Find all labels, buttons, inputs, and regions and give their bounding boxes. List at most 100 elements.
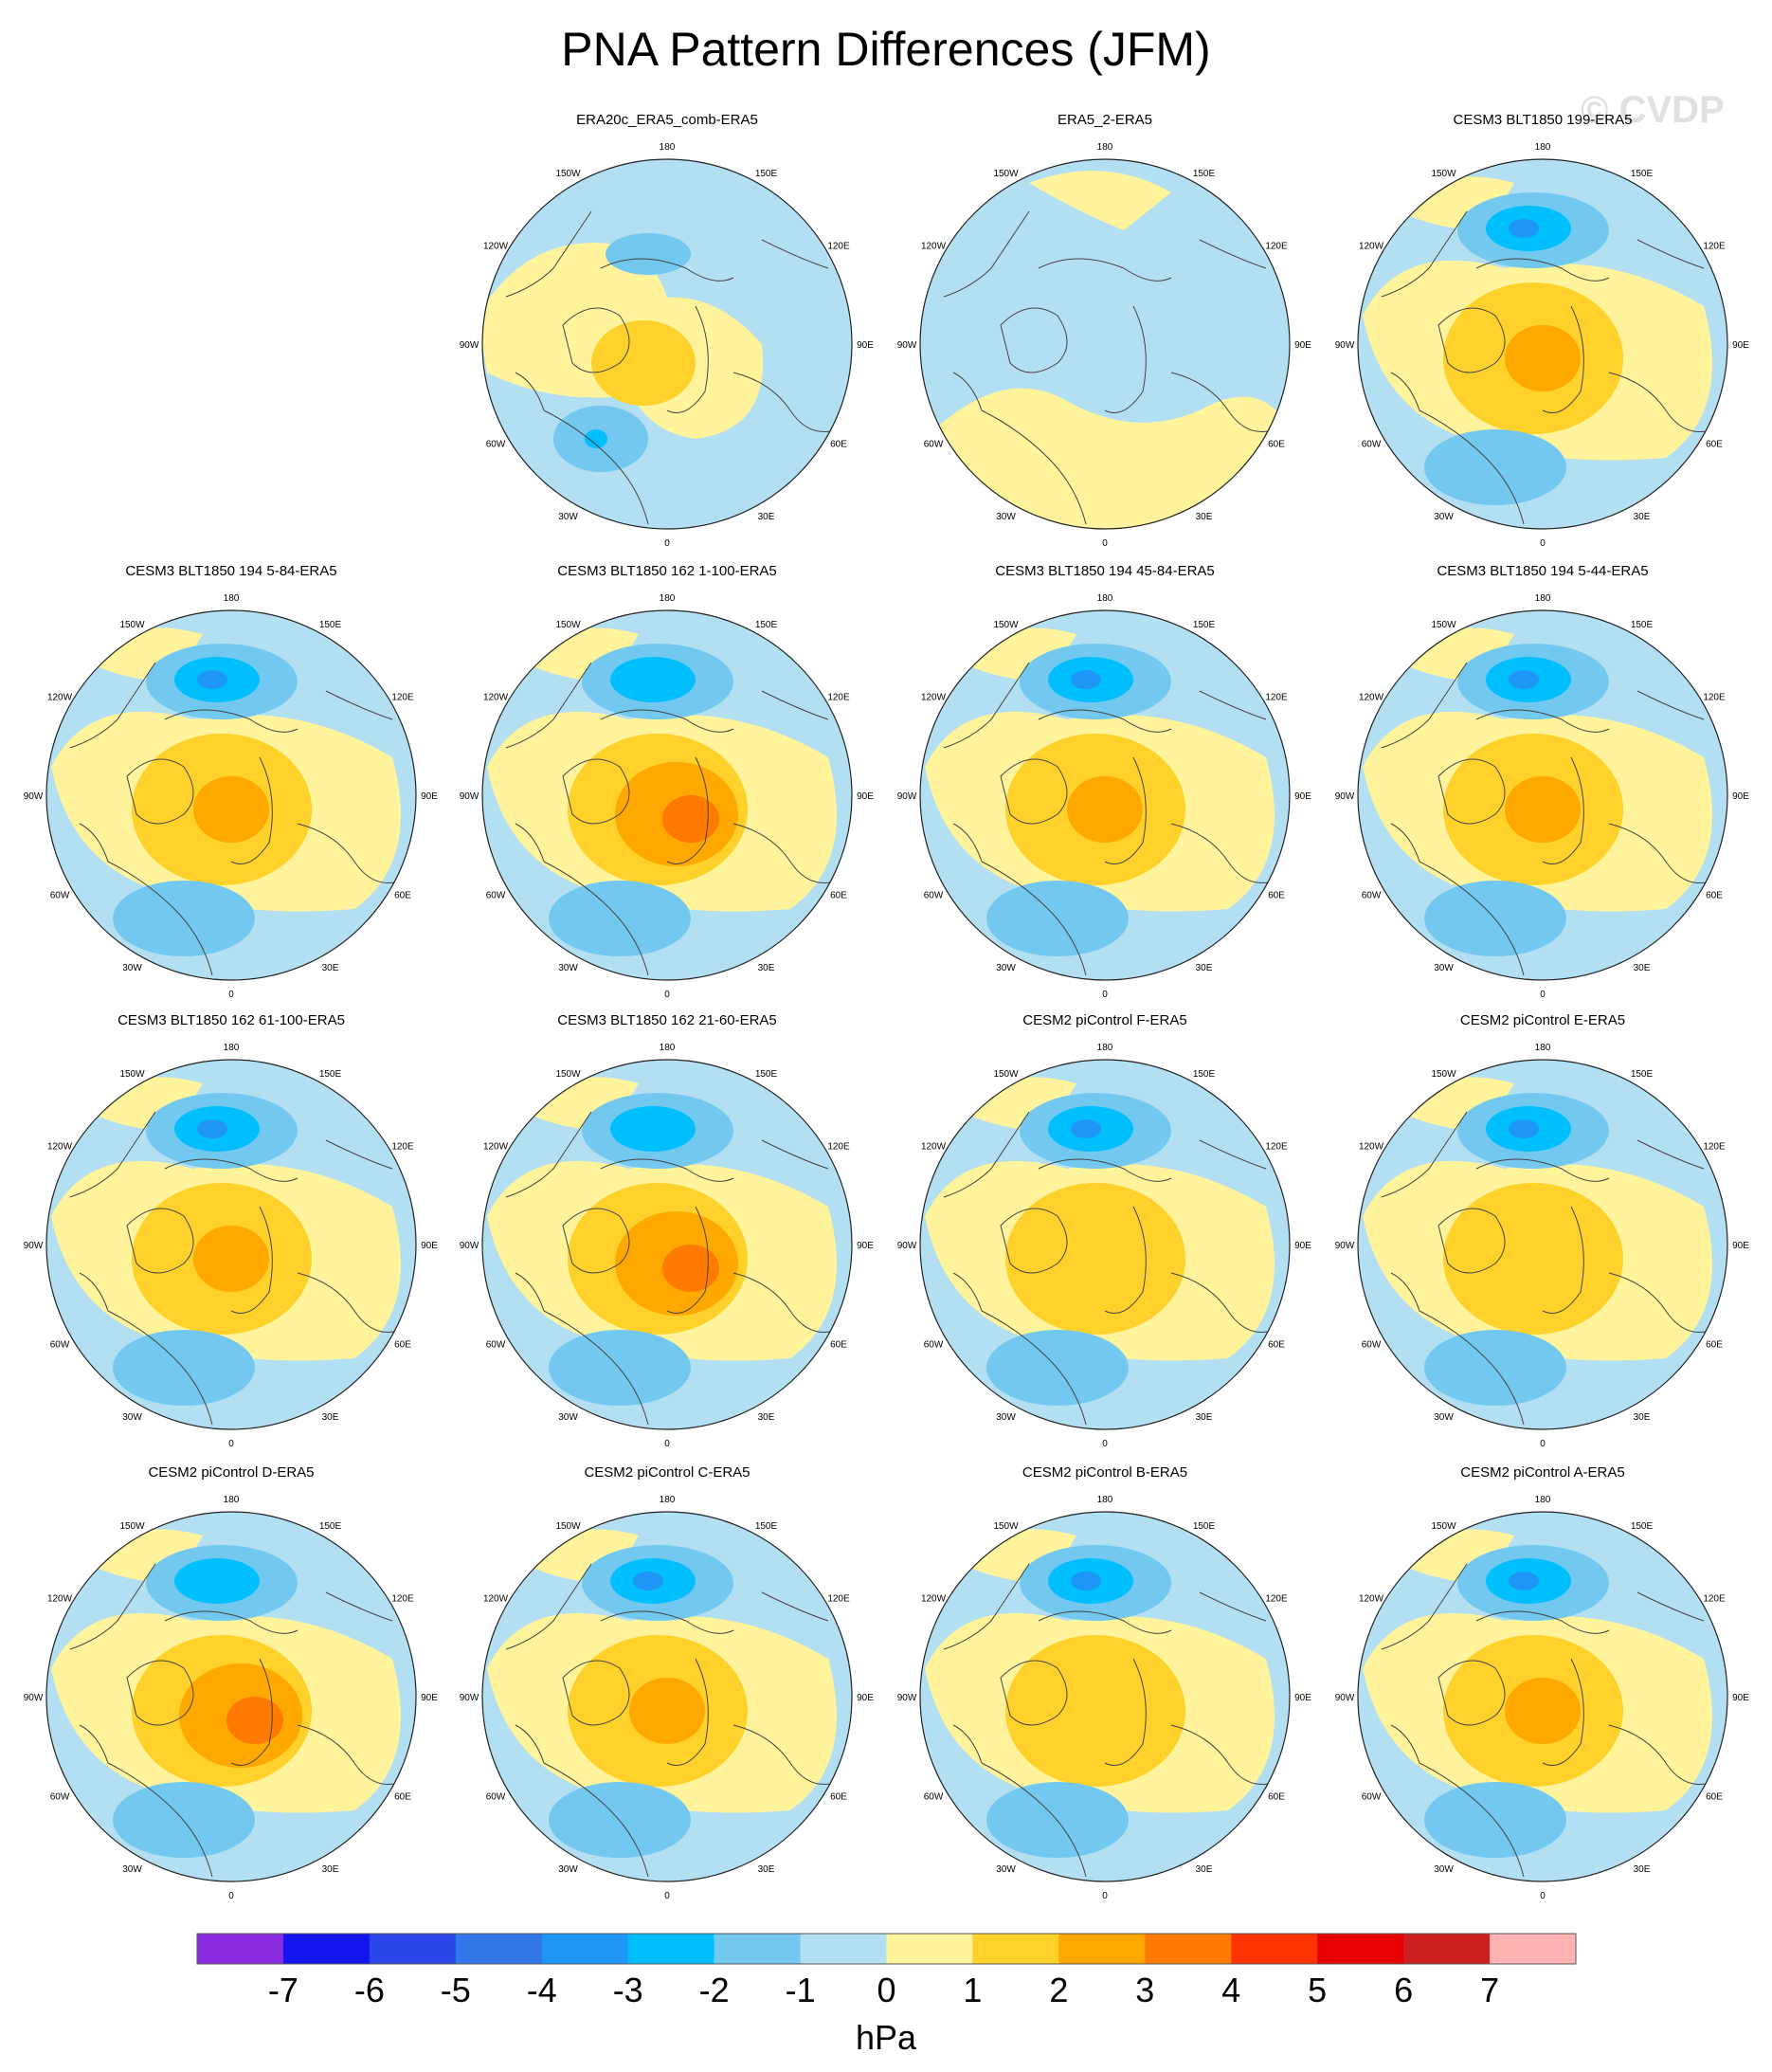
panel-title: CESM3 BLT1850 162 61-100-ERA5	[118, 1012, 345, 1028]
longitude-label: 90W	[460, 340, 479, 351]
panel-title: CESM2 piControl E-ERA5	[1459, 1012, 1626, 1028]
longitude-label: 30W	[996, 1864, 1016, 1875]
colorbar-tick-label: -4	[527, 1971, 557, 2009]
longitude-label: 120E	[1703, 1594, 1726, 1605]
map-panel: CESM2 piControl F-ERA5 180 150E 120E 90E 60E 3…	[887, 1012, 1323, 1448]
longitude-label: 60W	[486, 891, 506, 901]
longitude-label: 150E	[755, 169, 778, 179]
map-panel: CESM3 BLT1850 162 61-100-ERA5 180 150E 120E…	[13, 1012, 449, 1448]
longitude-label: 0	[664, 990, 670, 999]
colorbar-unit: hPa	[856, 2018, 917, 2057]
longitude-label: 150E	[319, 1521, 342, 1532]
longitude-label: 90E	[421, 1693, 438, 1703]
panel-title: CESM3 BLT1850 199-ERA5	[1453, 112, 1633, 128]
longitude-label: 30E	[322, 1412, 339, 1423]
longitude-label: 120E	[1265, 1594, 1288, 1605]
longitude-label: 120E	[827, 1594, 850, 1605]
cvdp-watermark: © CVDP	[1581, 89, 1725, 131]
longitude-label: 120W	[921, 1594, 947, 1605]
panel-title: ERA20c_ERA5_comb-ERA5	[576, 112, 758, 128]
longitude-label: 150E	[1631, 169, 1654, 179]
colorbar-tick-label: -6	[354, 1971, 385, 2009]
longitude-label: 120W	[47, 1594, 73, 1605]
longitude-label: 60W	[924, 1340, 944, 1351]
longitude-label: 120W	[483, 242, 509, 252]
longitude-label: 120E	[391, 1142, 414, 1153]
longitude-label: 90W	[1335, 1693, 1355, 1703]
longitude-label: 180	[1535, 142, 1551, 153]
colorbar-tick-label: -2	[699, 1971, 730, 2009]
longitude-label: 0	[1540, 1439, 1546, 1448]
longitude-label: 30E	[1196, 963, 1213, 973]
longitude-label: 0	[664, 1439, 670, 1448]
longitude-label: 0	[1102, 1439, 1108, 1448]
map-panel: CESM2 piControl B-ERA5 180 150E 120E 90E 60E 3…	[887, 1464, 1323, 1900]
longitude-label: 30W	[996, 963, 1016, 973]
longitude-label: 150E	[1631, 1521, 1654, 1532]
longitude-label: 60W	[486, 1792, 506, 1803]
map-panel: CESM2 piControl A-ERA5 180 150E 120E 90E 60E 3…	[1325, 1464, 1761, 1900]
longitude-label: 90E	[1294, 340, 1311, 351]
longitude-label: 180	[1097, 1495, 1113, 1505]
longitude-label: 90W	[460, 791, 479, 802]
longitude-label: 60E	[394, 1340, 411, 1351]
longitude-label: 150W	[555, 620, 581, 630]
longitude-label: 60E	[1706, 1792, 1723, 1803]
longitude-label: 120W	[921, 693, 947, 703]
colorbar-tick-label: 0	[877, 1971, 895, 2009]
longitude-label: 120E	[391, 693, 414, 703]
polar-map: 180 150E 120E 90E 60E 30E 0 30W 60W 90W 120W 150W	[1335, 593, 1750, 999]
longitude-label: 90E	[1732, 1241, 1749, 1251]
longitude-label: 60W	[50, 1792, 70, 1803]
polar-map: 180 150E 120E 90E 60E 30E 0 30W 60W 90W 120W 150W	[897, 1495, 1312, 1900]
longitude-label: 120W	[1359, 693, 1384, 703]
longitude-label: 60E	[830, 440, 847, 450]
longitude-label: 150W	[119, 1069, 145, 1080]
polar-map: 180 150E 120E 90E 60E 30E 0 30W 60W 90W 120W 150W	[1335, 142, 1750, 548]
longitude-label: 30W	[1434, 963, 1454, 973]
longitude-label: 90E	[421, 791, 438, 802]
colorbar-tick-label: -7	[268, 1971, 298, 2009]
longitude-label: 0	[228, 990, 234, 999]
map-panel: CESM2 piControl E-ERA5 180 150E 120E 90E 60E 3…	[1325, 1012, 1761, 1448]
longitude-label: 180	[1097, 1043, 1113, 1053]
panel-title: CESM3 BLT1850 162 1-100-ERA5	[557, 563, 777, 579]
colorbar-swatch	[1403, 1934, 1491, 1964]
longitude-label: 120E	[1703, 1142, 1726, 1153]
polar-map: 180 150E 120E 90E 60E 30E 0 30W 60W 90W 120W 150W	[460, 142, 875, 548]
colorbar-tick-label: 6	[1394, 1971, 1413, 2009]
colorbar-swatch	[886, 1934, 973, 1964]
colorbar-swatch	[972, 1934, 1059, 1964]
colorbar-tick-label: -5	[441, 1971, 471, 2009]
panel-title: CESM2 piControl B-ERA5	[1022, 1464, 1188, 1481]
map-panel: CESM3 BLT1850 194 5-84-ERA5 180 150E 120E 90…	[13, 563, 449, 999]
longitude-label: 120E	[827, 242, 850, 252]
colorbar-tick-label: -1	[786, 1971, 816, 2009]
longitude-label: 90W	[460, 1241, 479, 1251]
longitude-label: 60E	[1268, 440, 1285, 450]
longitude-label: 30W	[1434, 512, 1454, 522]
longitude-label: 60W	[924, 1792, 944, 1803]
longitude-label: 150E	[755, 1521, 778, 1532]
longitude-label: 90W	[24, 791, 44, 802]
longitude-label: 30E	[1196, 1412, 1213, 1423]
longitude-label: 180	[224, 1495, 240, 1505]
panel-title: CESM2 piControl F-ERA5	[1022, 1012, 1187, 1028]
colorbar-tick-label: 5	[1308, 1971, 1327, 2009]
longitude-label: 30E	[758, 1864, 775, 1875]
map-panel: CESM3 BLT1850 194 45-84-ERA5 180 150E 120E 9…	[887, 563, 1323, 999]
colorbar-tick-label: 7	[1480, 1971, 1499, 2009]
longitude-label: 90W	[24, 1241, 44, 1251]
colorbar-tick-label: 1	[963, 1971, 982, 2009]
colorbar-tick-label: 2	[1049, 1971, 1068, 2009]
longitude-label: 150W	[1431, 620, 1456, 630]
longitude-label: 120E	[1265, 1142, 1288, 1153]
panel-title: CESM2 piControl C-ERA5	[584, 1464, 750, 1481]
longitude-label: 120W	[483, 1142, 509, 1153]
panel-title: CESM2 piControl D-ERA5	[148, 1464, 315, 1481]
longitude-label: 180	[660, 142, 676, 153]
longitude-label: 60E	[830, 1340, 847, 1351]
colorbar-swatch	[282, 1934, 371, 1964]
longitude-label: 150E	[1193, 169, 1216, 179]
longitude-label: 90E	[857, 791, 874, 802]
